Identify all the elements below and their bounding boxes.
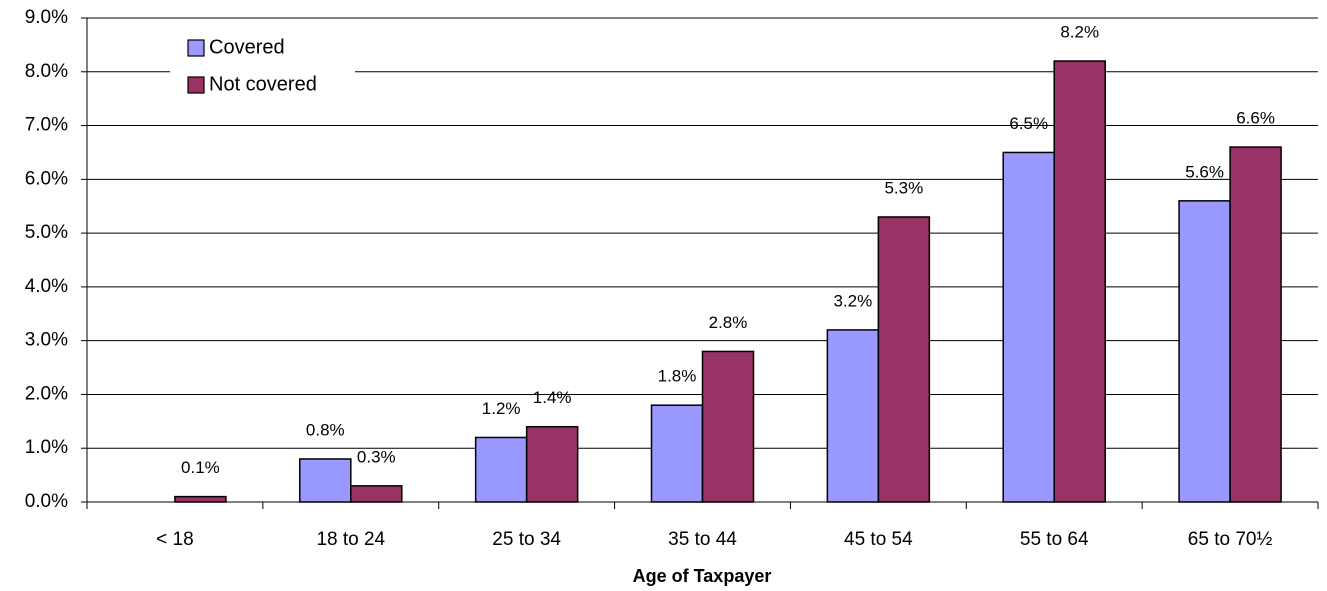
bar bbox=[1053, 60, 1106, 503]
bar bbox=[299, 458, 352, 503]
x-tick-label: 25 to 34 bbox=[492, 529, 561, 550]
data-label: 0.3% bbox=[357, 447, 396, 466]
y-tick-label: 8.0% bbox=[25, 61, 68, 82]
data-label: 2.8% bbox=[709, 313, 748, 332]
bar bbox=[525, 425, 579, 503]
x-tick-label: < 18 bbox=[156, 529, 194, 550]
bar bbox=[1002, 151, 1055, 503]
y-tick-label: 5.0% bbox=[25, 222, 68, 243]
data-label: 5.3% bbox=[884, 178, 923, 197]
y-tick-label: 1.0% bbox=[25, 437, 68, 458]
legend-swatch bbox=[187, 76, 205, 94]
data-label: 0.8% bbox=[306, 420, 345, 439]
data-label: 1.2% bbox=[482, 399, 521, 418]
data-label: 3.2% bbox=[833, 291, 872, 310]
bar bbox=[1178, 200, 1231, 503]
y-tick-label: 9.0% bbox=[25, 7, 68, 28]
bar bbox=[650, 404, 704, 503]
data-label: 1.8% bbox=[658, 367, 697, 386]
x-tick-label: 55 to 64 bbox=[1020, 529, 1089, 550]
legend: Covered Not covered bbox=[170, 30, 355, 106]
bar bbox=[826, 329, 880, 503]
y-tick-label: 3.0% bbox=[25, 330, 68, 351]
bar bbox=[877, 216, 931, 503]
legend-label: Covered bbox=[209, 36, 285, 58]
y-tick-label: 4.0% bbox=[25, 276, 68, 297]
x-tick-label: 18 to 24 bbox=[316, 529, 385, 550]
legend-label: Not covered bbox=[209, 73, 317, 95]
x-tick-label: 35 to 44 bbox=[668, 529, 737, 550]
bar bbox=[474, 436, 528, 503]
data-label: 0.1% bbox=[181, 458, 220, 477]
bar bbox=[350, 485, 403, 503]
data-label: 5.6% bbox=[1185, 162, 1224, 181]
bar bbox=[701, 350, 755, 503]
x-tick-label: 65 to 70½ bbox=[1188, 529, 1273, 550]
bar bbox=[1229, 146, 1282, 503]
data-label: 6.5% bbox=[1009, 114, 1048, 133]
y-tick-label: 7.0% bbox=[25, 115, 68, 136]
data-label: 1.4% bbox=[533, 388, 572, 407]
legend-swatch bbox=[187, 39, 205, 57]
x-axis-title: Age of Taxpayer bbox=[633, 566, 772, 586]
y-tick-label: 6.0% bbox=[25, 168, 68, 189]
x-tick-label: 45 to 54 bbox=[844, 529, 913, 550]
data-label: 8.2% bbox=[1060, 23, 1099, 42]
y-tick-label: 0.0% bbox=[25, 491, 68, 512]
bar bbox=[174, 495, 227, 503]
data-label: 6.6% bbox=[1236, 109, 1275, 128]
y-tick-label: 2.0% bbox=[25, 383, 68, 404]
